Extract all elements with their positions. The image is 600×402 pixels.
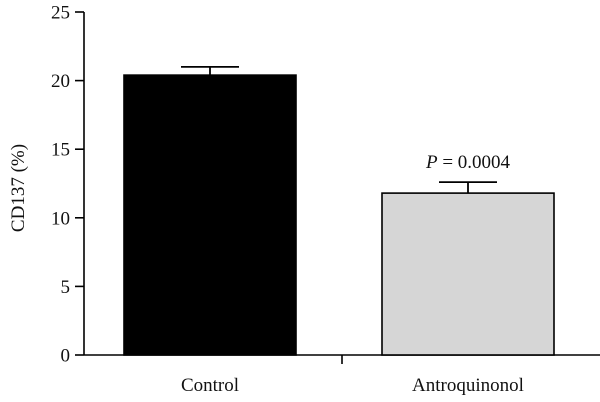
y-tick-label: 10: [51, 208, 70, 229]
y-axis-title: CD137 (%): [8, 144, 29, 232]
y-axis: 0 5 10 15 20 25: [51, 3, 85, 367]
bar-antroquinonol: [381, 192, 555, 356]
error-bar: [181, 65, 239, 76]
x-tick-label: Antroquinonol: [412, 375, 524, 396]
y-tick-label: 20: [51, 71, 70, 92]
error-bar: [439, 181, 497, 194]
y-tick-label: 0: [61, 346, 71, 367]
error-bars: [181, 65, 497, 194]
p-value-symbol: P: [425, 152, 438, 173]
y-tick-label: 25: [51, 3, 70, 24]
bar-control: [123, 74, 297, 356]
y-tick-label: 15: [51, 140, 70, 161]
bars: [123, 74, 555, 356]
y-tick-label: 5: [61, 277, 71, 298]
p-value-text: = 0.0004: [438, 152, 511, 173]
x-tick-label: Control: [181, 375, 239, 396]
p-value-annotation: P = 0.0004: [425, 152, 511, 173]
x-axis: Control Antroquinonol: [84, 354, 600, 396]
